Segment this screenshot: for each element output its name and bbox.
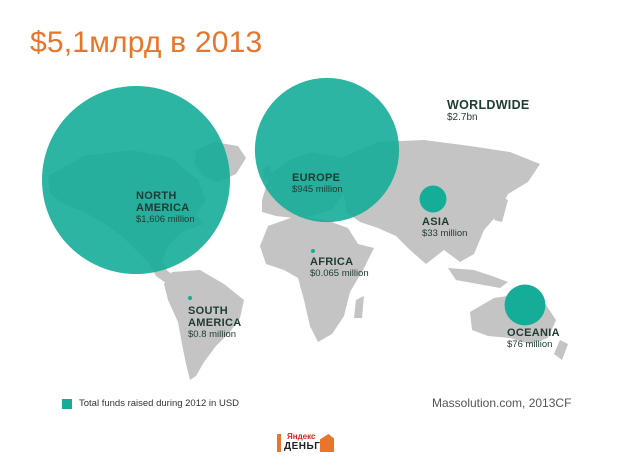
label-africa: AFRICA $0.065 million xyxy=(310,256,369,280)
region-name: OCEANIA xyxy=(507,327,560,339)
bubble-asia xyxy=(419,185,447,213)
bubble-north-america xyxy=(42,86,230,274)
region-value: $76 million xyxy=(507,339,553,350)
region-name: EUROPE xyxy=(292,172,341,184)
indonesia-shape xyxy=(448,268,508,288)
label-south-america: SOUTH AMERICA $0.8 million xyxy=(188,305,241,341)
region-value: $0.065 million xyxy=(310,268,369,279)
logo-bar xyxy=(277,434,281,452)
legend-swatch xyxy=(62,398,72,409)
bubble-oceania xyxy=(504,284,546,326)
region-name: SOUTH xyxy=(188,305,228,317)
region-name: ASIA xyxy=(422,216,450,228)
madagascar-shape xyxy=(354,296,364,318)
yandex-money-logo: Яндекс ДЕНЬГИ xyxy=(273,430,335,458)
bubble-south-america xyxy=(187,295,193,301)
legend-label: Total funds raised during 2012 in USD xyxy=(79,398,240,409)
bubble-europe xyxy=(254,77,400,223)
worldwide-total: WORLDWIDE $2.7bn xyxy=(447,98,530,124)
africa-shape xyxy=(260,216,374,342)
label-europe: EUROPE $945 million xyxy=(292,172,343,196)
label-north-america: NORTH AMERICA $1,606 million xyxy=(136,190,195,226)
label-asia: ASIA $33 million xyxy=(422,216,467,240)
bubble-africa xyxy=(311,249,315,253)
south-america-shape xyxy=(164,270,244,380)
region-value: $1,606 million xyxy=(136,214,195,225)
logo-line2: ДЕНЬГИ xyxy=(284,441,329,452)
worldwide-label: WORLDWIDE xyxy=(447,98,530,112)
region-name-line2: AMERICA xyxy=(188,317,242,329)
region-value: $0.8 million xyxy=(188,329,237,340)
legend: Total funds raised during 2012 in USD xyxy=(62,398,239,409)
region-name: AFRICA xyxy=(310,256,354,268)
region-name: NORTH xyxy=(136,190,177,202)
page-title: $5,1млрд в 2013 xyxy=(30,26,263,59)
japan-shape xyxy=(494,196,508,222)
logo-mark-icon xyxy=(320,434,334,452)
worldwide-value: $2.7bn xyxy=(447,112,478,123)
funding-bubbles xyxy=(42,77,546,326)
label-oceania: OCEANIA $76 million xyxy=(507,327,560,351)
logo-line1: Яндекс xyxy=(287,432,316,441)
source-credit: Massolution.com, 2013CF xyxy=(432,396,572,410)
region-value: $945 million xyxy=(292,184,343,195)
new-zealand-shape xyxy=(554,340,568,360)
region-value: $33 million xyxy=(422,228,468,239)
region-name-line2: AMERICA xyxy=(136,202,190,214)
